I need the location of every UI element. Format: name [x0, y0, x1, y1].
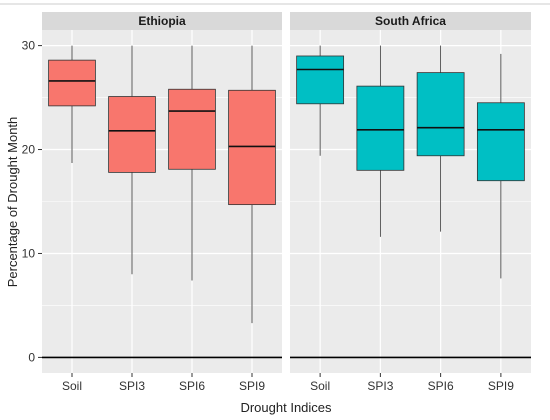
box-body: [48, 59, 96, 107]
facet-strip-label: South Africa: [375, 14, 446, 28]
box-soil: [48, 45, 96, 164]
facet-panels: Ethiopia Soil SPI3 SPI6 SPI9 South Africa Soil…: [42, 12, 531, 393]
y-tick-label: 30: [22, 39, 36, 53]
box-spi3: [356, 45, 405, 237]
box-body: [108, 96, 156, 173]
facet-panel: Ethiopia Soil SPI3 SPI6 SPI9: [42, 12, 282, 393]
box-soil: [296, 45, 345, 156]
box-body: [416, 72, 465, 157]
x-axis-title: Drought Indices: [240, 400, 332, 415]
box-body: [228, 89, 276, 206]
facet-strip: [290, 12, 531, 30]
facet-strip-label: Ethiopia: [138, 14, 186, 28]
box-spi6: [168, 45, 216, 281]
x-tick-label: SPI3: [367, 379, 393, 393]
y-axis-title: Percentage of Drought Month: [5, 117, 20, 288]
x-tick-label: Soil: [310, 379, 330, 393]
box-spi9: [476, 53, 525, 279]
x-tick-label: SPI6: [179, 379, 205, 393]
box-body: [296, 55, 345, 105]
box-spi3: [108, 45, 156, 275]
facet-panel: South Africa Soil SPI3 SPI6 SPI9: [290, 12, 531, 393]
x-tick-label: Soil: [62, 379, 82, 393]
x-tick-label: SPI3: [119, 379, 145, 393]
y-tick-label: 0: [28, 350, 35, 364]
y-tick-label: 10: [22, 246, 36, 260]
y-tick-label: 20: [22, 143, 36, 157]
box-body: [476, 102, 525, 182]
box-body: [168, 88, 216, 170]
facet-strip: [42, 12, 282, 30]
box-spi9: [228, 45, 276, 324]
box-spi6: [416, 45, 465, 232]
x-tick-label: SPI9: [239, 379, 265, 393]
box-body: [356, 85, 405, 171]
x-tick-label: SPI9: [488, 379, 514, 393]
x-tick-label: SPI6: [428, 379, 454, 393]
y-axis: 0 10 20 30: [22, 39, 42, 364]
